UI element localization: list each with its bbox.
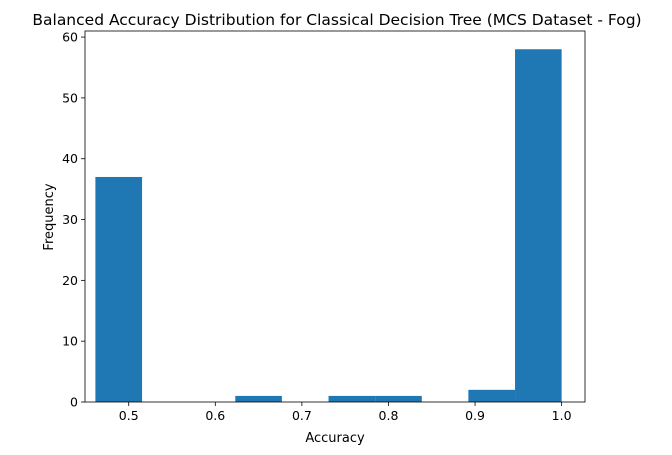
y-tick-label: 10 [62, 334, 78, 349]
x-tick-label: 0.7 [292, 408, 312, 423]
y-tick-label: 50 [62, 90, 78, 105]
y-axis-ticks: 0 10 20 30 40 50 60 [62, 30, 85, 410]
x-tick-label: 0.5 [119, 408, 139, 423]
y-tick-label: 0 [70, 395, 78, 410]
x-tick-label: 0.9 [465, 408, 485, 423]
x-tick-label: 0.8 [379, 408, 399, 423]
histogram-bar [328, 395, 376, 402]
plot-frame [84, 30, 586, 403]
y-tick-label: 40 [62, 151, 78, 166]
histogram-bar [235, 395, 282, 402]
chart-title: Balanced Accuracy Distribution for Class… [32, 11, 641, 29]
x-axis-label: Accuracy [305, 431, 365, 446]
histogram-bar [515, 49, 562, 402]
x-tick-label: 0.6 [205, 408, 225, 423]
y-axis-label: Frequency [42, 183, 57, 250]
x-axis-ticks: 0.5 0.6 0.7 0.8 0.9 1.0 [119, 402, 572, 423]
y-tick-label: 20 [62, 273, 78, 288]
y-tick-label: 30 [62, 212, 78, 227]
histogram-bar [468, 389, 516, 402]
histogram-bar [95, 176, 143, 402]
bars-group [95, 49, 562, 402]
histogram-bar [375, 395, 422, 402]
x-tick-label: 1.0 [552, 408, 572, 423]
y-tick-label: 60 [62, 30, 78, 45]
